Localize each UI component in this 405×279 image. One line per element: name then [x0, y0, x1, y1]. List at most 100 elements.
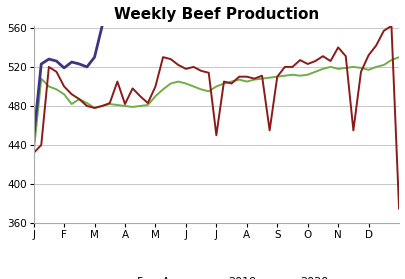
5 yr Avg — [62, 93, 66, 96]
2019 — [31, 151, 36, 155]
2019 — [388, 24, 393, 28]
2019 — [206, 71, 211, 74]
5 yr Avg — [335, 67, 340, 71]
2020 — [77, 62, 81, 66]
2020 — [62, 66, 66, 69]
2020 — [54, 59, 59, 63]
2019 — [396, 207, 401, 210]
5 yr Avg — [350, 65, 355, 69]
2020 — [46, 57, 51, 61]
2019 — [183, 67, 188, 71]
5 yr Avg — [274, 75, 279, 78]
5 yr Avg — [266, 76, 271, 79]
2020 — [92, 56, 97, 59]
2019 — [228, 82, 233, 85]
5 yr Avg — [198, 88, 203, 91]
2019 — [289, 65, 294, 69]
2019 — [175, 63, 180, 67]
5 yr Avg — [312, 70, 317, 73]
5 yr Avg — [115, 103, 119, 107]
2019 — [160, 56, 165, 59]
5 yr Avg — [343, 66, 347, 69]
2019 — [213, 134, 218, 137]
2019 — [297, 58, 302, 62]
Line: 2019: 2019 — [34, 26, 398, 208]
5 yr Avg — [244, 80, 249, 83]
Legend: 5 yr Avg, 2019, 2020: 5 yr Avg, 2019, 2020 — [99, 272, 333, 279]
2019 — [252, 77, 256, 80]
5 yr Avg — [145, 103, 150, 107]
2019 — [191, 65, 196, 69]
5 yr Avg — [137, 104, 142, 108]
5 yr Avg — [373, 65, 378, 69]
5 yr Avg — [77, 97, 81, 101]
2019 — [153, 85, 158, 88]
2019 — [320, 54, 324, 58]
2019 — [145, 101, 150, 105]
2019 — [259, 74, 264, 77]
5 yr Avg — [236, 78, 241, 81]
2019 — [46, 65, 51, 69]
2019 — [130, 87, 135, 90]
5 yr Avg — [160, 88, 165, 91]
2019 — [373, 44, 378, 47]
5 yr Avg — [259, 77, 264, 80]
2019 — [236, 75, 241, 78]
2019 — [343, 54, 347, 58]
5 yr Avg — [221, 82, 226, 85]
2019 — [198, 69, 203, 73]
5 yr Avg — [365, 68, 370, 71]
5 yr Avg — [168, 82, 173, 85]
5 yr Avg — [46, 85, 51, 88]
5 yr Avg — [282, 74, 287, 77]
5 yr Avg — [327, 65, 332, 69]
2019 — [137, 95, 142, 98]
5 yr Avg — [358, 66, 362, 69]
2019 — [168, 57, 173, 61]
2020 — [84, 65, 89, 69]
5 yr Avg — [213, 85, 218, 88]
5 yr Avg — [31, 151, 36, 155]
5 yr Avg — [206, 90, 211, 93]
2019 — [244, 75, 249, 78]
5 yr Avg — [84, 101, 89, 105]
2019 — [274, 75, 279, 78]
2019 — [335, 46, 340, 49]
5 yr Avg — [183, 82, 188, 85]
2019 — [115, 80, 119, 83]
2020 — [31, 136, 36, 140]
2019 — [84, 104, 89, 108]
2019 — [122, 102, 127, 106]
5 yr Avg — [289, 73, 294, 76]
5 yr Avg — [39, 77, 44, 80]
5 yr Avg — [380, 63, 385, 67]
5 yr Avg — [92, 106, 97, 110]
5 yr Avg — [252, 78, 256, 81]
5 yr Avg — [107, 102, 112, 106]
5 yr Avg — [191, 85, 196, 88]
2019 — [62, 85, 66, 88]
2019 — [312, 59, 317, 63]
2020 — [69, 60, 74, 64]
2019 — [100, 104, 104, 108]
2019 — [282, 65, 287, 69]
2020 — [39, 62, 44, 66]
Line: 2020: 2020 — [34, 26, 102, 138]
5 yr Avg — [388, 58, 393, 62]
5 yr Avg — [396, 56, 401, 59]
2019 — [69, 93, 74, 96]
Title: Weekly Beef Production: Weekly Beef Production — [113, 7, 318, 22]
2019 — [107, 101, 112, 105]
2019 — [358, 70, 362, 73]
5 yr Avg — [130, 105, 135, 109]
5 yr Avg — [175, 80, 180, 83]
5 yr Avg — [228, 80, 233, 83]
2019 — [221, 80, 226, 83]
2019 — [305, 62, 309, 66]
5 yr Avg — [320, 67, 324, 71]
5 yr Avg — [297, 74, 302, 77]
2019 — [380, 29, 385, 32]
Line: 5 yr Avg: 5 yr Avg — [34, 57, 398, 153]
2019 — [327, 59, 332, 63]
5 yr Avg — [54, 88, 59, 91]
